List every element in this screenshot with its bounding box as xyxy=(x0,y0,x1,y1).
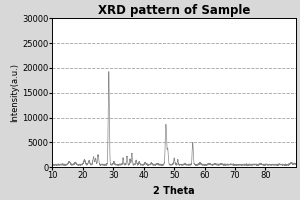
Title: XRD pattern of Sample: XRD pattern of Sample xyxy=(98,4,250,17)
X-axis label: 2 Theta: 2 Theta xyxy=(153,186,195,196)
Y-axis label: Intensity(a.u.): Intensity(a.u.) xyxy=(10,63,19,122)
